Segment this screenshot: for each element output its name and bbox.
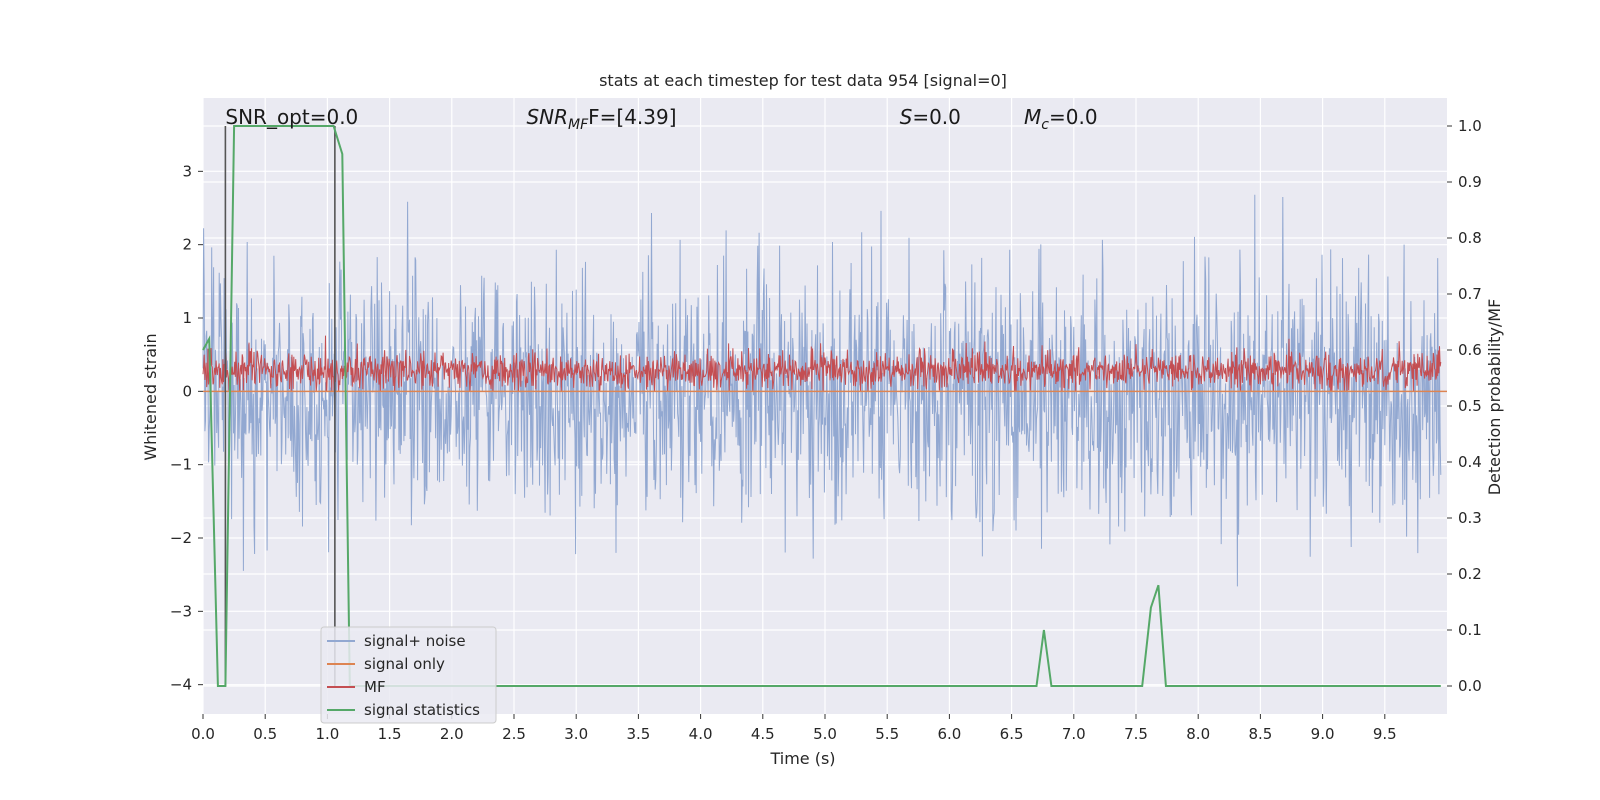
- series-mf: [202, 335, 1442, 393]
- series-signal-noise: [202, 194, 1442, 587]
- x-tick-label: 8.5: [1248, 725, 1272, 743]
- x-tick-label: 2.5: [502, 725, 526, 743]
- y-tick-label: −4: [170, 676, 192, 694]
- x-tick-label: 1.5: [378, 725, 402, 743]
- legend-label: MF: [364, 678, 386, 696]
- annotations: SNR_opt=0.0 SNRMFF=[4.39] S=0.0 Mc=0.0: [225, 105, 1097, 133]
- x-tick-label: 4.5: [751, 725, 775, 743]
- annotation-text: SNRMFF=[4.39]: [526, 105, 676, 133]
- y2-tick-label: 0.5: [1458, 397, 1482, 415]
- legend-label: signal statistics: [364, 701, 480, 719]
- y2-tick-label: 0.8: [1458, 229, 1482, 247]
- y2-tick-label: 0.0: [1458, 677, 1482, 695]
- y2-tick-label: 0.4: [1458, 453, 1482, 471]
- y-tick-label: −3: [170, 602, 192, 620]
- y-tick-label: 3: [182, 162, 192, 180]
- legend: signal+ noise signal only MF signal statist…: [320, 626, 497, 724]
- x-tick-label: 5.0: [813, 725, 837, 743]
- annotation-text: SNR_opt=0.0: [225, 105, 358, 129]
- y2-tick-label: 1.0: [1458, 117, 1482, 135]
- x-tick-label: 9.0: [1311, 725, 1335, 743]
- y-tick-label: −2: [170, 529, 192, 547]
- y2-tick-label: 0.1: [1458, 621, 1482, 639]
- y2-tick-label: 0.7: [1458, 285, 1482, 303]
- y2-tick-label: 0.6: [1458, 341, 1482, 359]
- y-tick-label: 1: [182, 309, 192, 327]
- x-tick-label: 9.5: [1373, 725, 1397, 743]
- x-tick-label: 5.5: [875, 725, 899, 743]
- x-axis-label: Time (s): [769, 749, 835, 768]
- y2-axis-label: Detection probability/MF: [1485, 299, 1504, 496]
- y-tick-label: 2: [182, 236, 192, 254]
- y2-tick-label: 0.9: [1458, 173, 1482, 191]
- y2-tick-label: 0.2: [1458, 565, 1482, 583]
- annotation-text: Mc=0.0: [1024, 105, 1098, 133]
- legend-label: signal only: [364, 655, 445, 673]
- x-tick-label: 7.5: [1124, 725, 1148, 743]
- vertical-markers: [224, 126, 336, 686]
- x-tick-label: 0.0: [191, 725, 215, 743]
- legend-box: [320, 626, 497, 724]
- x-tick-label: 8.0: [1186, 725, 1210, 743]
- signal-noise-line: [202, 194, 1442, 587]
- x-tick-label: 6.5: [1000, 725, 1024, 743]
- y-axis-label: Whitened strain: [141, 333, 160, 460]
- x-tick-label: 7.0: [1062, 725, 1086, 743]
- y-tick-label: −1: [170, 456, 192, 474]
- x-tick-label: 2.0: [440, 725, 464, 743]
- x-tick-label: 1.0: [315, 725, 339, 743]
- legend-label: signal+ noise: [364, 632, 466, 650]
- chart-title: stats at each timestep for test data 954…: [599, 71, 1007, 90]
- x-tick-label: 4.0: [689, 725, 713, 743]
- x-tick-label: 0.5: [253, 725, 277, 743]
- y2-tick-label: 0.3: [1458, 509, 1482, 527]
- axes: 0.0 0.5 1.0 1.5 2.0 2.5 3.0 3.5 4.0 4.5 5.0 5.5 6.0 6…: [170, 117, 1482, 743]
- x-tick-label: 3.0: [564, 725, 588, 743]
- annotation-text: S=0.0: [900, 105, 961, 129]
- y-tick-label: 0: [182, 382, 192, 400]
- mf-line: [202, 335, 1442, 393]
- x-tick-label: 3.5: [626, 725, 650, 743]
- x-tick-label: 6.0: [937, 725, 961, 743]
